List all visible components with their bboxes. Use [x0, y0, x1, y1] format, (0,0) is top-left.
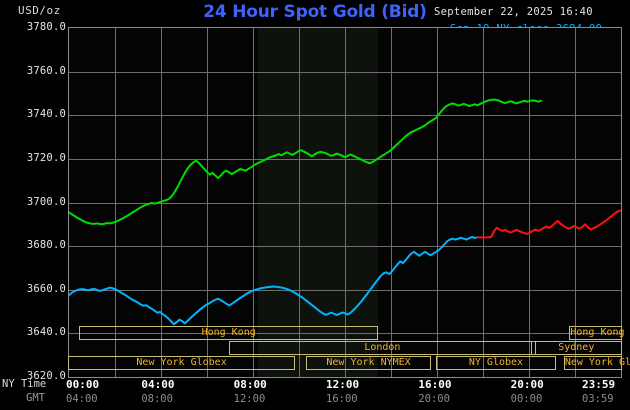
x-axis-gmt-tick-label: 20:00 [418, 393, 450, 405]
gridline-vertical [115, 28, 116, 377]
gridline-vertical [253, 28, 254, 377]
price-line-series [476, 209, 621, 239]
y-axis-unit-label: USD/oz [18, 4, 61, 17]
x-axis-gmt-tick-label: 04:00 [66, 393, 98, 405]
y-axis-tick-label: 3700.0 [26, 195, 66, 208]
gridline-vertical [575, 28, 576, 377]
x-axis-ny-tick-label: 12:00 [326, 378, 360, 391]
session-bar: Hong Kong [79, 326, 379, 340]
x-axis-gmt-tick-label: 00:00 [510, 393, 543, 405]
session-bar: Hong Kong [569, 326, 625, 340]
session-bar: Sydney [530, 341, 622, 355]
price-series-svg [69, 98, 621, 326]
x-axis-ny-tick-label: 16:00 [418, 378, 452, 391]
plot-area [68, 27, 622, 378]
x-axis-ny-tick-label: 20:00 [510, 378, 544, 391]
page-title: 24 Hour Spot Gold (Bid) [203, 2, 427, 22]
y-axis-tick-label: 3680.0 [26, 239, 66, 252]
gridline-vertical [483, 28, 484, 377]
x-axis-ny-tick-label: 23:59 [582, 378, 616, 391]
gridline-vertical [437, 28, 438, 377]
gridline-vertical [299, 28, 300, 377]
y-axis-tick-label: 3660.0 [26, 282, 66, 295]
session-bar-label: New York Globex [136, 357, 227, 368]
y-axis-tick-label: 3720.0 [26, 151, 66, 164]
session-bar-label: London [364, 342, 401, 353]
session-bar: New York Globex [563, 356, 630, 370]
session-bar-label: New York Globex [564, 357, 630, 368]
y-axis: 3780.0 3760.0 3740.0 3720.0 3700.0 3680.0 3660… [0, 0, 66, 410]
x-axis: NY Time GMT 00:00 04:00 04:00 08:00 08:00 12:… [0, 376, 630, 410]
session-bar-label: Hong Kong [570, 327, 625, 338]
x-axis-ny-label: NY Time [2, 378, 47, 390]
session-bar-label: New York NYMEX [326, 357, 411, 368]
price-line-series [69, 98, 542, 226]
x-axis-gmt-tick-label: 03:59 [582, 393, 614, 405]
gridline-vertical [345, 28, 346, 377]
session-bar: NY Globex [436, 356, 556, 370]
gridline-vertical [529, 28, 530, 377]
trading-session-bars: Hong Kong Hong Kong London Sydney New York G… [68, 326, 630, 372]
gridline-vertical [391, 28, 392, 377]
x-axis-ny-tick-label: 08:00 [233, 378, 267, 391]
x-axis-ny-tick-label: 04:00 [141, 378, 175, 391]
session-bar-label: NY Globex [468, 357, 524, 368]
session-bar-label: Hong Kong [201, 327, 256, 338]
y-axis-tick-label: 3760.0 [26, 64, 66, 77]
price-line-series [69, 235, 479, 326]
x-axis-gmt-tick-label: 08:00 [141, 393, 173, 405]
y-axis-tick-label: 3640.0 [26, 326, 66, 339]
gridline-vertical [207, 28, 208, 377]
x-axis-gmt-tick-label: 16:00 [326, 393, 358, 405]
x-axis-ny-tick-label: 00:00 [66, 378, 100, 391]
y-axis-tick-label: 3780.0 [26, 21, 66, 33]
session-bar: New York NYMEX [306, 356, 431, 370]
x-axis-gmt-label: GMT [26, 392, 45, 404]
chart-timestamp: September 22, 2025 16:40 [434, 6, 593, 18]
session-bar: New York Globex [68, 356, 296, 370]
session-bar-label: Sydney [558, 342, 595, 353]
x-axis-gmt-tick-label: 12:00 [233, 393, 266, 405]
y-axis-tick-label: 3620.0 [26, 370, 66, 382]
y-axis-tick-label: 3740.0 [26, 108, 66, 121]
session-bar: London [228, 341, 537, 355]
